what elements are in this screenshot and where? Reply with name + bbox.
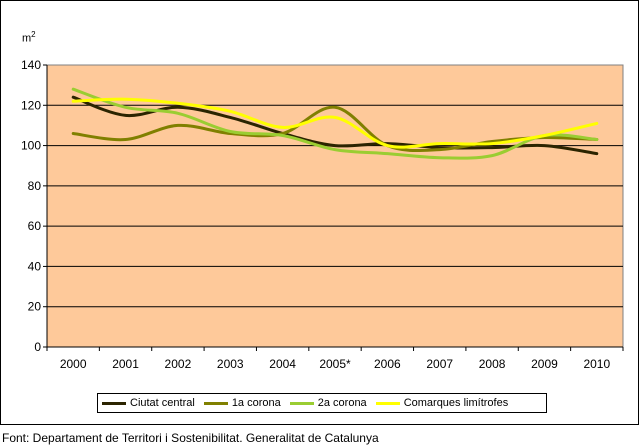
x-tick-label: 2002 [165,357,192,371]
x-tick-label: 2004 [269,357,296,371]
y-tick-label: 60 [28,219,42,233]
series-line-ciutat-central [71,95,599,156]
y-unit-exponent: 2 [31,30,36,39]
legend-swatch-comarques-limitrofes [375,401,400,405]
x-tick-label: 2005* [319,357,351,371]
plot-area [46,64,624,348]
legend-swatch-1a-corona [203,401,228,405]
y-tick-label: 120 [21,98,41,112]
x-tick-label: 2000 [60,357,87,371]
legend-item-2a-corona: 2a corona [289,397,367,409]
x-tick-label: 2006 [374,357,401,371]
y-tick-label: 20 [28,300,42,314]
x-tick-label: 2009 [531,357,558,371]
legend-swatch-ciutat-central [102,401,126,405]
legend-item-ciutat-central: Ciutat central [102,397,195,409]
x-tick-label: 2003 [217,357,244,371]
legend-item-1a-corona: 1a corona [203,397,281,409]
y-unit-text: m [22,32,32,45]
series-line-1a-corona [71,105,599,152]
series-line-comarques-lim-trofes [71,97,599,149]
series-line-2a-corona [71,87,599,160]
chart-legend: Ciutat central 1a corona 2a corona Comar… [97,393,547,413]
y-unit-label: m2 [22,30,36,45]
x-tick-label: 2001 [112,357,139,371]
y-tick-label: 40 [28,259,42,273]
x-tick-label: 2008 [479,357,506,371]
chart-title: Superfície construïda mitjana dels habit… [115,18,526,33]
y-tick-label: 80 [28,179,42,193]
legend-label-2a-corona: 2a corona [317,397,367,409]
legend-label-1a-corona: 1a corona [231,397,281,409]
source-note: Font: Departament de Territori i Sosteni… [2,431,379,445]
x-tick-label: 2010 [583,357,610,371]
x-tick-label: 2007 [426,357,453,371]
legend-item-comarques-limitrofes: Comarques limítrofes [375,397,509,409]
y-tick-label: 0 [34,340,41,354]
y-tick-label: 140 [21,58,41,72]
legend-swatch-2a-corona [289,401,314,405]
y-tick-label: 100 [21,139,41,153]
legend-label-comarques-limitrofes: Comarques limítrofes [403,397,509,409]
legend-label-ciutat-central: Ciutat central [130,397,195,409]
